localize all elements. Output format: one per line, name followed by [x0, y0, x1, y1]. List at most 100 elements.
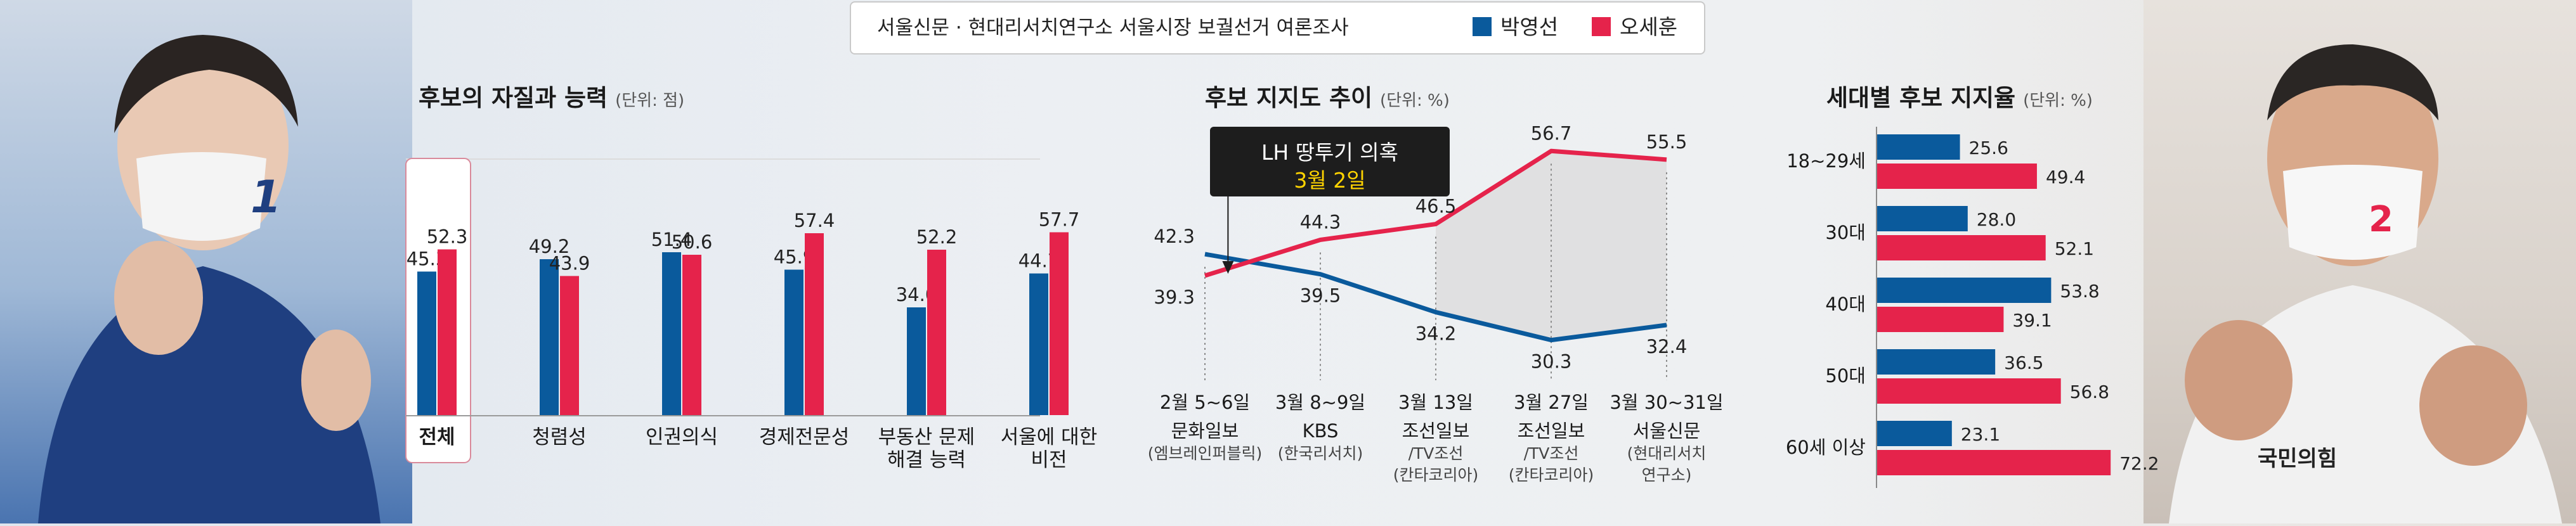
header-box — [850, 1, 1705, 55]
source-label-4-2: 연구소) — [1642, 466, 1692, 484]
category-label-2-0: 인권의식 — [646, 426, 718, 449]
legend-swatch-park — [1473, 17, 1492, 36]
quality-title-text: 후보의 자질과 능력 — [419, 84, 608, 112]
hbar-park-4 — [1877, 421, 1952, 446]
photo-park-young-sun: 1 — [0, 0, 412, 523]
date-label-1: 3월 8~9일 — [1275, 392, 1365, 413]
bar-label-oh-0: 52.3 — [427, 226, 468, 248]
point-label-oh-4: 55.5 — [1646, 131, 1688, 153]
age-axis — [1876, 127, 1877, 488]
category-label-0-0: 전체 — [419, 426, 455, 449]
chart-quality: 45.352.3전체49.243.9청렴성51.450.6인권의식45.957.… — [405, 158, 1097, 471]
age-title-text: 세대별 후보 지지율 — [1826, 84, 2016, 112]
quality-title: 후보의 자질과 능력 (단위: 점) — [419, 79, 684, 113]
bar-oh-0 — [438, 249, 457, 415]
point-label-park-0: 42.3 — [1154, 226, 1195, 247]
hbar-label-park-1: 28.0 — [1977, 209, 2016, 230]
park-hair — [114, 35, 298, 133]
bar-park-5 — [1029, 273, 1048, 415]
trend-title-text: 후보 지지도 추이 — [1205, 84, 1373, 112]
quality-top-rule — [406, 158, 1040, 160]
bar-label-oh-3: 57.4 — [794, 210, 835, 231]
point-label-park-1: 39.5 — [1300, 285, 1341, 307]
source-label-3-1: /TV조선 — [1524, 444, 1579, 463]
quality-unit: (단위: 점) — [615, 91, 685, 110]
bar-label-park-1: 49.2 — [529, 236, 570, 257]
line-oh — [1204, 148, 1667, 278]
oh-hand-right — [2419, 345, 2527, 466]
date-label-2: 3월 13일 — [1398, 392, 1473, 413]
chart-age: 18~29세 25.6 49.4 30대 28.0 52.1 40대 53.8 39.1 50대 3… — [1786, 127, 2159, 488]
hbar-label-oh-4: 72.2 — [2119, 453, 2159, 474]
age-title: 세대별 후보 지지율 (단위: %) — [1826, 79, 2093, 113]
legend-swatch-oh — [1592, 17, 1611, 36]
point-label-oh-1: 44.3 — [1300, 211, 1341, 233]
age-label-3: 50대 — [1825, 365, 1866, 387]
hbar-oh-4 — [1877, 450, 2111, 475]
bar-oh-4 — [927, 250, 946, 415]
bar-label-park-2: 51.4 — [651, 229, 693, 250]
point-label-oh-2: 46.5 — [1415, 196, 1457, 217]
source-label-4-0: 서울신문 — [1633, 420, 1701, 442]
hbar-label-park-4: 23.1 — [1961, 424, 2000, 445]
hbar-park-3 — [1877, 349, 1996, 375]
park-mask — [136, 152, 266, 241]
header-title: 서울신문 · 현대리서치연구소 서울시장 보궐선거 여론조사 — [877, 16, 1349, 39]
bar-oh-1 — [560, 276, 579, 415]
category-label-5-1: 비전 — [1031, 449, 1067, 471]
bar-label-oh-1: 43.9 — [549, 253, 590, 274]
bar-park-0 — [417, 271, 436, 415]
hbar-label-oh-2: 39.1 — [2012, 310, 2052, 331]
age-label-4: 60세 이상 — [1786, 437, 1866, 458]
park-thumb-right — [301, 330, 371, 431]
category-label-1-0: 청렴성 — [532, 426, 587, 449]
oh-hair — [2267, 44, 2438, 120]
bar-oh-3 — [805, 233, 824, 415]
source-label-2-0: 조선일보 — [1402, 420, 1470, 442]
line-park — [1204, 252, 1667, 343]
legend-label-park: 박영선 — [1500, 15, 1558, 39]
oh-mask — [2283, 165, 2423, 260]
point-label-park-3: 30.3 — [1531, 351, 1572, 373]
date-label-0: 2월 5~6일 — [1160, 392, 1250, 413]
point-label-oh-0: 39.3 — [1154, 286, 1195, 308]
lh-callout: LH 땅투기 의혹 3월 2일 — [1210, 127, 1450, 196]
category-label-4-1: 해결 능력 — [887, 449, 966, 471]
park-thumb-left — [114, 241, 203, 355]
trend-title: 후보 지지도 추이 (단위: %) — [1205, 79, 1450, 113]
bar-oh-5 — [1050, 232, 1069, 415]
age-label-1: 30대 — [1825, 222, 1866, 243]
trend-unit: (단위: %) — [1380, 91, 1450, 110]
bar-park-1 — [540, 259, 559, 415]
bar-park-4 — [907, 307, 926, 415]
oh-mask-number: 2 — [2369, 199, 2393, 240]
photo-oh-se-hoon: 2 국민의힘 — [2143, 0, 2576, 523]
legend-label-oh: 오세훈 — [1620, 15, 1677, 39]
source-label-1-0: KBS — [1303, 420, 1339, 442]
point-label-oh-3: 56.7 — [1531, 122, 1572, 144]
bar-label-oh-4: 52.2 — [916, 226, 958, 248]
lh-callout-text: LH 땅투기 의혹 — [1261, 140, 1398, 165]
annotation-pointer-head — [1222, 261, 1234, 274]
hbar-oh-1 — [1877, 235, 2046, 260]
age-label-2: 40대 — [1825, 293, 1866, 315]
source-label-3-2: (칸타코리아) — [1509, 466, 1594, 484]
bar-park-3 — [784, 269, 803, 415]
hbar-park-2 — [1877, 278, 2052, 303]
age-label-0: 18~29세 — [1786, 150, 1866, 172]
category-label-3-0: 경제전문성 — [759, 426, 850, 449]
bar-label-oh-5: 57.7 — [1039, 209, 1080, 231]
park-mask-number: 1 — [250, 171, 282, 223]
hbar-park-0 — [1877, 134, 1960, 160]
hbar-oh-2 — [1877, 307, 2004, 332]
source-label-3-0: 조선일보 — [1518, 420, 1585, 442]
date-label-3: 3월 27일 — [1514, 392, 1589, 413]
source-label-0-1: (엠브레인퍼블릭) — [1148, 444, 1263, 463]
source-label-2-1: /TV조선 — [1408, 444, 1464, 463]
bar-park-2 — [662, 252, 681, 415]
source-label-4-1: (현대리서치 — [1627, 444, 1707, 463]
category-label-4-0: 부동산 문제 — [878, 426, 975, 449]
